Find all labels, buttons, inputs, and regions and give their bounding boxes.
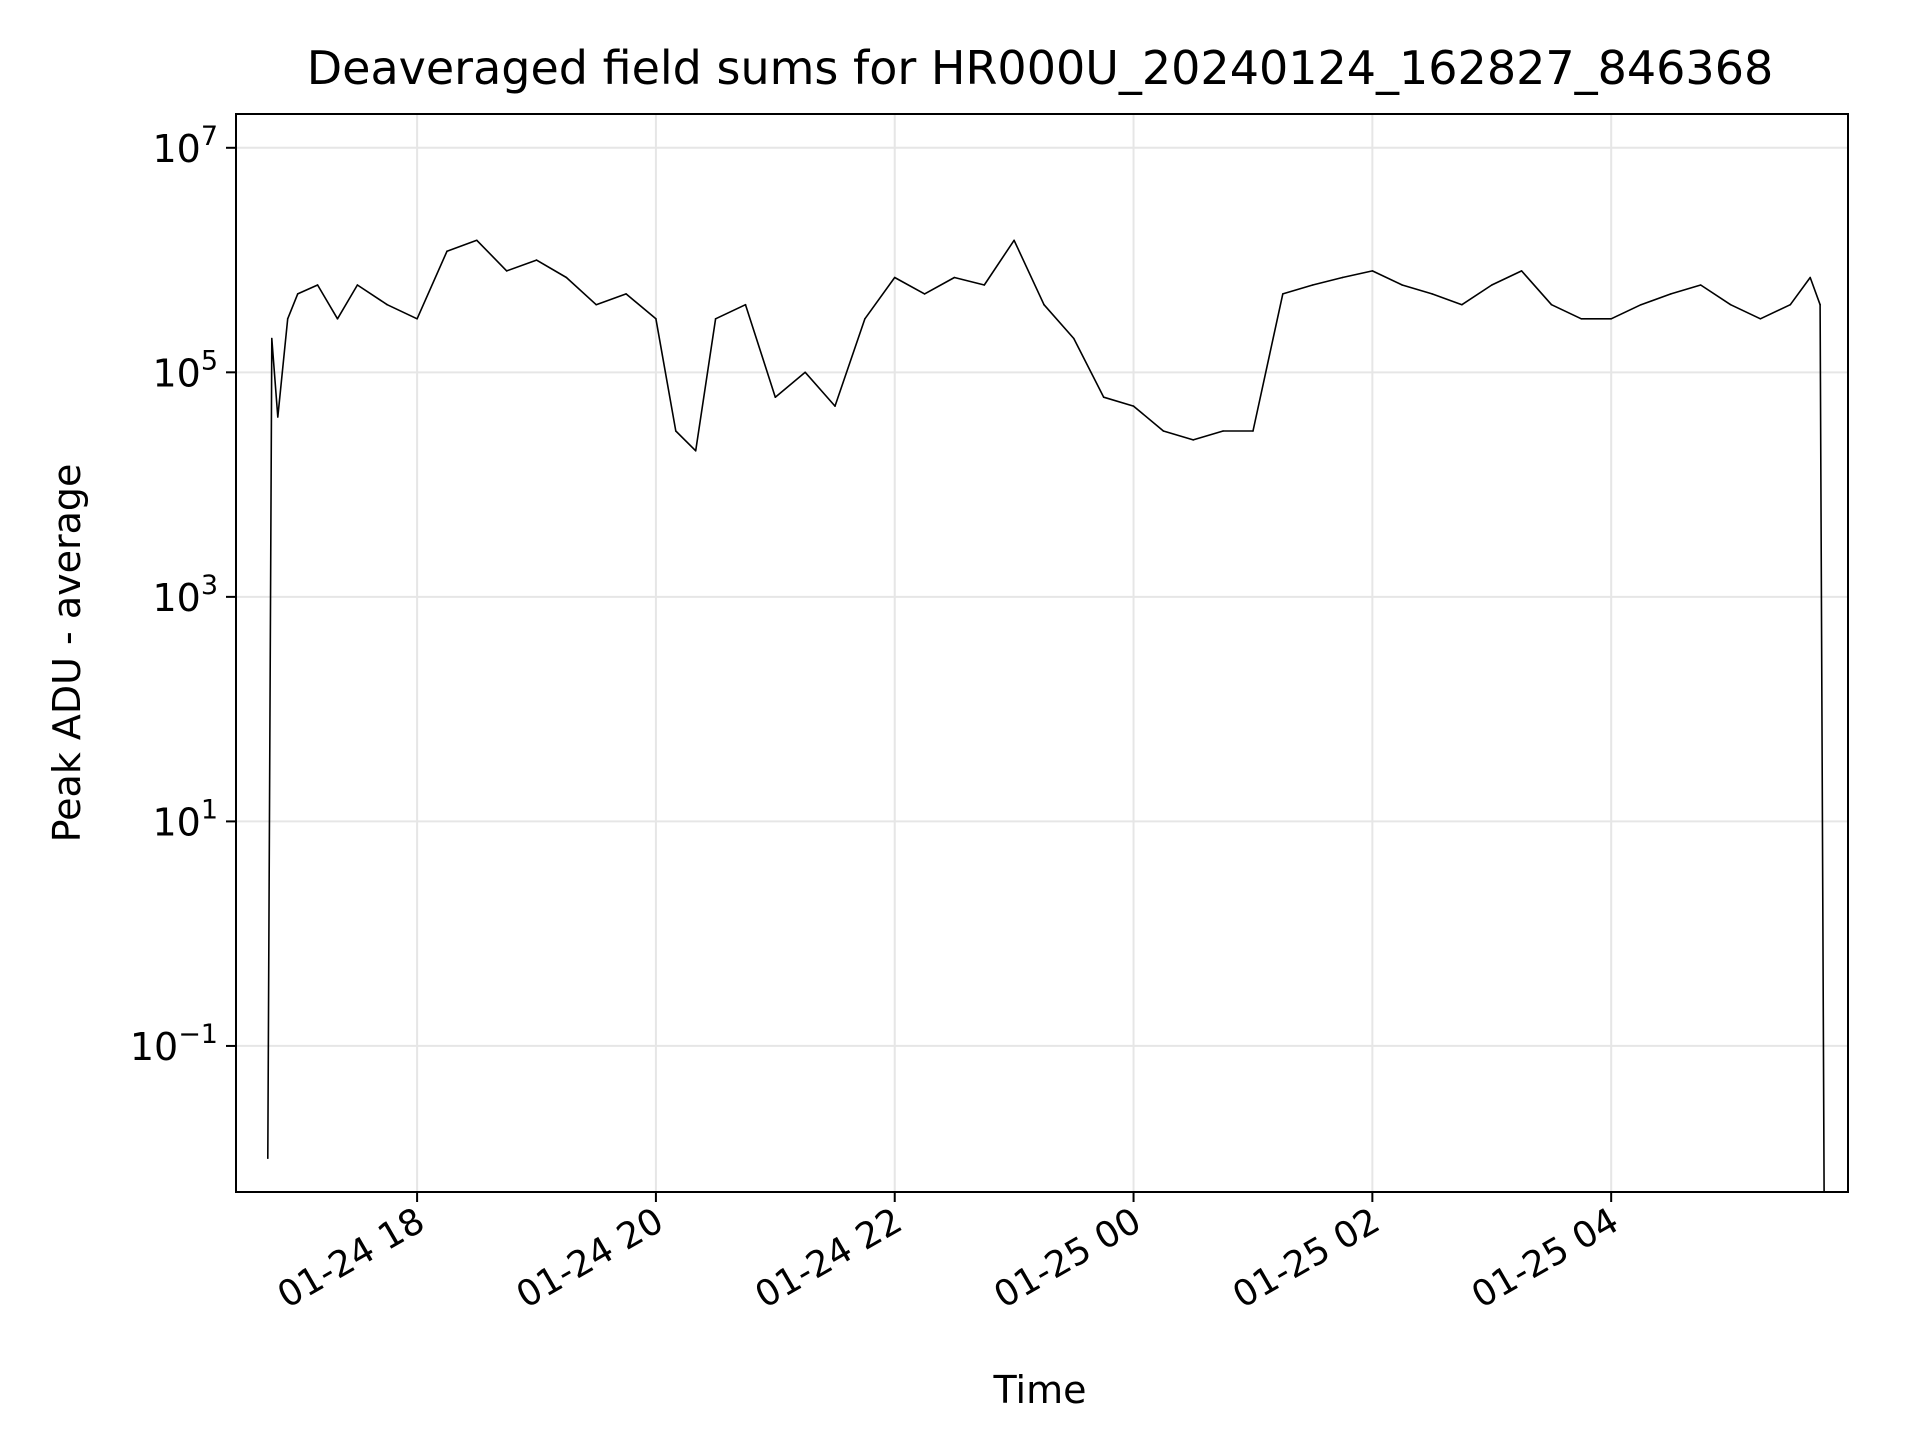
data-point (983, 284, 986, 286)
data-point (356, 284, 359, 286)
data-point (267, 1157, 269, 1159)
data-point (296, 293, 299, 295)
data-point (416, 318, 418, 320)
data-point (386, 303, 389, 306)
data-point (535, 259, 538, 261)
data-point (1520, 270, 1523, 272)
data-point (1431, 293, 1433, 295)
data-point (1102, 396, 1105, 399)
data-point (565, 276, 568, 279)
data-point (595, 303, 597, 306)
data-point (714, 318, 717, 320)
data-point (1311, 284, 1314, 286)
data-point (1610, 318, 1612, 320)
y-axis-label: Peak ADU - average (45, 464, 89, 843)
data-point (1640, 303, 1642, 306)
x-axis-label: Time (993, 1368, 1087, 1412)
data-point (1670, 293, 1672, 295)
data-point (1729, 303, 1732, 306)
data-point (1282, 293, 1284, 295)
data-point (744, 303, 747, 306)
data-point (1252, 430, 1254, 432)
data-point (505, 270, 508, 272)
y-tick-label: 107 (152, 121, 218, 171)
data-point (1401, 284, 1403, 286)
data-point (1819, 303, 1821, 306)
y-tick-label: 103 (152, 570, 218, 620)
data-point (694, 450, 697, 452)
data-point (1550, 303, 1553, 306)
data-point (336, 318, 339, 320)
data-point (1132, 405, 1135, 407)
data-point (1162, 430, 1165, 432)
data-point (864, 318, 866, 320)
data-point (625, 293, 627, 295)
data-point (1341, 276, 1344, 279)
data-point (774, 396, 777, 399)
data-point (286, 318, 289, 320)
data-point (893, 276, 896, 279)
y-tick-label: 10−1 (130, 1019, 218, 1069)
data-point (446, 250, 448, 252)
data-point (316, 284, 319, 286)
data-point (675, 430, 677, 432)
data-point (271, 337, 273, 340)
data-point (1043, 303, 1045, 306)
data-line (267, 239, 1825, 1193)
y-axis: 107 105 103 101 10−1 (130, 121, 236, 1069)
data-point (1222, 430, 1224, 432)
plot-frame (235, 113, 1849, 1193)
data-point (1192, 439, 1194, 441)
chart-title: Deaveraged field sums for HR000U_2024012… (307, 41, 1773, 95)
data-point (655, 318, 657, 320)
series-line (267, 239, 1825, 1193)
data-point (804, 371, 806, 374)
data-point (953, 276, 956, 279)
data-point (1789, 303, 1792, 306)
grid (236, 114, 1848, 1192)
data-point (1759, 318, 1762, 320)
data-point (1013, 239, 1015, 242)
y-tick-label: 101 (152, 794, 218, 844)
y-tick-label: 105 (152, 345, 218, 395)
data-point (277, 416, 279, 418)
data-point (923, 293, 926, 295)
data-point (1699, 284, 1702, 286)
data-point (476, 239, 478, 242)
data-point (1461, 303, 1463, 306)
data-point (1580, 318, 1583, 320)
data-point (834, 405, 836, 407)
data-point (1491, 284, 1493, 286)
data-point (1073, 337, 1075, 340)
data-point (1809, 276, 1811, 279)
data-point (1371, 270, 1374, 272)
